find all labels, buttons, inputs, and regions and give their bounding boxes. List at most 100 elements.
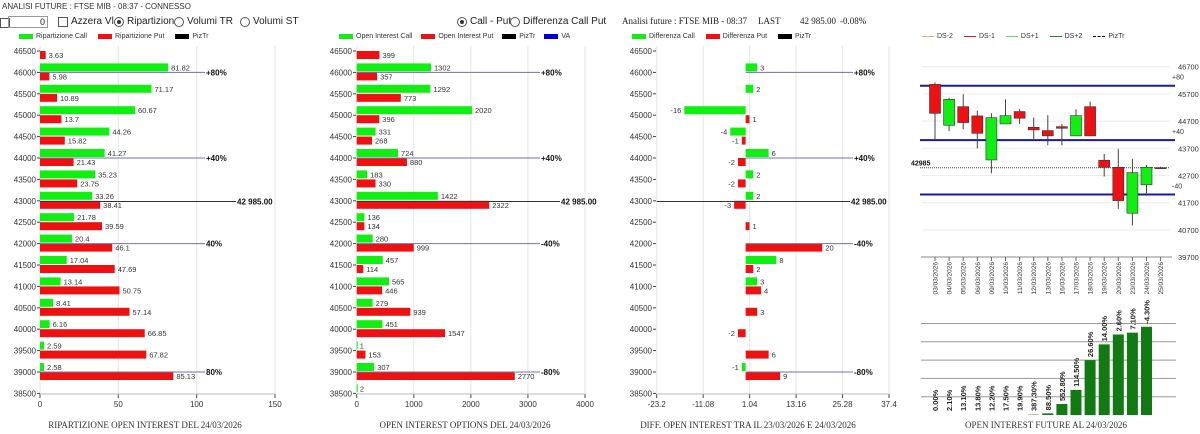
call-bar [745, 84, 754, 93]
call-value-label: 457 [386, 256, 399, 265]
put-value-label: 153 [368, 351, 381, 360]
radio-dot[interactable] [114, 16, 124, 27]
y-tick-label: 46500 [330, 47, 353, 56]
call-value-label: 44.26 [112, 128, 131, 137]
call-value-label: -1 [732, 363, 739, 372]
x-tick-label: 50 [114, 400, 123, 409]
y-tick-label: 40000 [14, 325, 37, 334]
y-tick-label: 41500 [630, 261, 653, 270]
oi-bar [1056, 404, 1068, 415]
put-bar [745, 243, 823, 252]
y-tick-label: 39000 [14, 368, 37, 377]
call-value-label: 1 [360, 342, 364, 351]
legend-label: Open Interest Call [356, 33, 413, 40]
y-tick-label: 46000 [630, 68, 653, 77]
call-value-label: -16 [670, 106, 681, 115]
oi-change-label: 17.50% [1002, 385, 1011, 411]
band-label: +40 [1172, 129, 1184, 136]
radio-call-put[interactable]: Call - Put [457, 16, 511, 27]
y-tick-label: 41700 [1178, 199, 1199, 208]
call-value-label: 8.41 [56, 299, 71, 308]
y-tick-label: 43500 [330, 175, 353, 184]
candle-down [929, 84, 941, 114]
call-value-label: 279 [376, 299, 389, 308]
y-tick-label: 42500 [630, 218, 653, 227]
call-value-label: 2 [360, 384, 364, 393]
x-tick-label: 1000 [405, 400, 423, 409]
radio-volumi-st[interactable]: Volumi ST [240, 16, 299, 27]
candle-down [971, 115, 984, 134]
reference-label: +40% [541, 154, 562, 163]
y-tick-label: 38500 [14, 389, 37, 398]
y-tick-label: 40500 [630, 304, 653, 313]
radio-ripartizione[interactable]: Ripartizione [114, 16, 180, 27]
radio-volumi-tr[interactable]: Volumi TR [174, 16, 233, 27]
y-tick-label: 38500 [330, 389, 353, 398]
put-value-label: -2 [728, 329, 735, 338]
put-value-label: 880 [410, 158, 423, 167]
put-bar [745, 115, 750, 124]
call-value-label: 565 [392, 277, 405, 286]
y-tick-label: 41500 [330, 261, 353, 270]
y-tick-label: 39000 [630, 368, 653, 377]
put-bar [745, 307, 758, 316]
last-price-label: 42 985.00 [237, 197, 273, 206]
legend-label: DS-1 [978, 33, 995, 40]
checkbox-box[interactable] [58, 16, 68, 27]
call-bar [356, 84, 431, 93]
put-value-label: 3.63 [49, 51, 64, 60]
put-value-label: -1 [732, 137, 739, 146]
enable-checkbox[interactable] [0, 18, 10, 28]
oi-change-label: 2.10% [945, 389, 954, 411]
put-value-label: 21.43 [77, 158, 96, 167]
x-tick-label: -23.2 [648, 400, 667, 409]
last-price-label: 42 985.00 [561, 197, 597, 206]
y-tick-label: 45500 [330, 90, 353, 99]
call-bar [745, 277, 758, 286]
reference-label: -80% [541, 368, 560, 377]
x-tick-label: 150 [268, 400, 282, 409]
x-tick-label: 1.04 [742, 400, 758, 409]
call-bar [745, 149, 769, 157]
call-value-label: 3 [760, 63, 764, 72]
candle-down [1084, 106, 1096, 137]
put-bar [745, 372, 781, 380]
put-bar [741, 136, 746, 145]
radio-dot[interactable] [240, 16, 250, 27]
put-bar [40, 179, 78, 188]
radio-dot[interactable] [457, 16, 467, 27]
legend-swatch-piztr [778, 34, 793, 39]
radio-dot[interactable] [510, 16, 520, 27]
y-tick-label: 46500 [630, 47, 653, 56]
call-bar [356, 234, 373, 243]
y-tick-label: 44500 [330, 133, 353, 142]
radio-differenza[interactable]: Differenza Call Put [510, 16, 606, 27]
value-input[interactable]: 0 [8, 16, 48, 28]
call-value-label: 60.67 [138, 106, 157, 115]
date-label: 24/03/2026 [1144, 262, 1151, 295]
put-bar [356, 115, 380, 124]
x-tick-label: 13.16 [786, 400, 807, 409]
call-bar [745, 63, 758, 72]
y-tick-label: 46000 [14, 68, 37, 77]
date-label: 04/03/2026 [947, 262, 954, 295]
candle-down [1013, 111, 1026, 119]
reset-checkbox[interactable]: Azzera Vl. [58, 16, 117, 27]
chart-title: OPEN INTEREST FUTURE AL 24/03/2026 [965, 420, 1128, 430]
last-label: LAST [758, 16, 781, 26]
call-bar [40, 149, 105, 157]
put-value-label: 20 [825, 244, 833, 253]
candle-down [1098, 159, 1110, 168]
call-value-label: 2 [756, 85, 760, 94]
y-tick-label: 45000 [330, 111, 353, 120]
x-tick-label: 2000 [462, 400, 480, 409]
call-value-label: 2.59 [47, 342, 62, 351]
change-percent: -0.08% [840, 16, 867, 26]
reference-label: 80% [206, 368, 222, 377]
radio-dot[interactable] [174, 16, 184, 27]
oi-bar [1141, 326, 1152, 415]
put-value-label: 268 [375, 137, 388, 146]
band-label: -40 [1172, 183, 1182, 190]
put-value-label: 773 [404, 94, 417, 103]
put-value-label: 330 [379, 179, 392, 188]
